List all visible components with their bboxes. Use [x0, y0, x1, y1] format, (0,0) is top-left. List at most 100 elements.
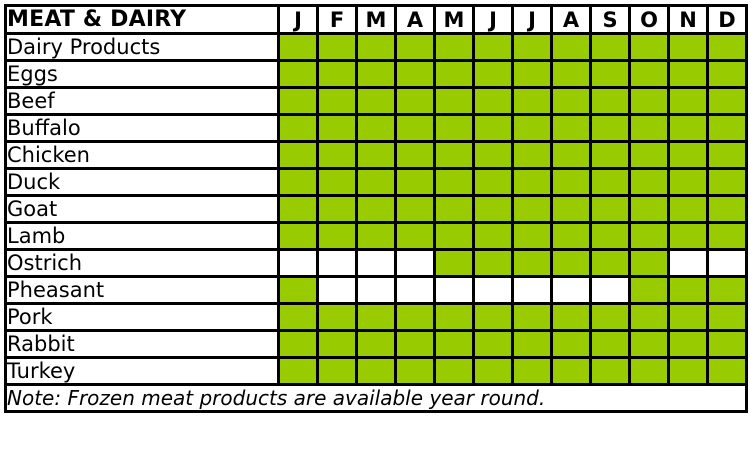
available-cell	[628, 356, 670, 386]
available-cell	[472, 248, 514, 278]
unavailable-cell	[277, 248, 319, 278]
unavailable-cell	[355, 248, 397, 278]
available-cell	[316, 86, 358, 116]
available-cell	[589, 194, 631, 224]
available-cell	[706, 59, 748, 89]
available-cell	[472, 32, 514, 62]
available-cell	[667, 221, 709, 251]
available-cell	[394, 113, 436, 143]
available-cell	[589, 59, 631, 89]
available-cell	[550, 356, 592, 386]
available-cell	[706, 194, 748, 224]
available-cell	[316, 167, 358, 197]
table-row: Turkey	[4, 356, 748, 386]
table-row: Ostrich	[4, 248, 748, 278]
available-cell	[706, 140, 748, 170]
available-cell	[277, 32, 319, 62]
item-name: Buffalo	[4, 113, 280, 143]
available-cell	[355, 59, 397, 89]
month-header: D	[706, 4, 748, 35]
available-cell	[706, 113, 748, 143]
available-cell	[706, 329, 748, 359]
unavailable-cell	[511, 275, 553, 305]
available-cell	[394, 356, 436, 386]
available-cell	[628, 167, 670, 197]
available-cell	[628, 113, 670, 143]
item-name: Dairy Products	[4, 32, 280, 62]
month-header: M	[433, 4, 475, 35]
available-cell	[511, 248, 553, 278]
available-cell	[472, 221, 514, 251]
available-cell	[277, 59, 319, 89]
available-cell	[355, 302, 397, 332]
available-cell	[628, 329, 670, 359]
available-cell	[667, 302, 709, 332]
table-row: Duck	[4, 167, 748, 197]
available-cell	[511, 329, 553, 359]
available-cell	[511, 140, 553, 170]
item-name: Lamb	[4, 221, 280, 251]
unavailable-cell	[394, 275, 436, 305]
month-header: N	[667, 4, 709, 35]
available-cell	[550, 59, 592, 89]
unavailable-cell	[706, 248, 748, 278]
available-cell	[667, 356, 709, 386]
available-cell	[511, 302, 553, 332]
table-row: Goat	[4, 194, 748, 224]
available-cell	[589, 248, 631, 278]
available-cell	[511, 59, 553, 89]
item-name: Duck	[4, 167, 280, 197]
available-cell	[628, 275, 670, 305]
table-row: Eggs	[4, 59, 748, 89]
item-name: Chicken	[4, 140, 280, 170]
note-row: Note: Frozen meat products are available…	[4, 383, 748, 413]
available-cell	[667, 275, 709, 305]
available-cell	[628, 221, 670, 251]
available-cell	[394, 302, 436, 332]
table-row: Beef	[4, 86, 748, 116]
available-cell	[550, 32, 592, 62]
available-cell	[277, 302, 319, 332]
available-cell	[472, 302, 514, 332]
available-cell	[433, 221, 475, 251]
unavailable-cell	[589, 275, 631, 305]
item-name: Turkey	[4, 356, 280, 386]
table-row: Dairy Products	[4, 32, 748, 62]
available-cell	[589, 221, 631, 251]
item-name: Pork	[4, 302, 280, 332]
table-row: Lamb	[4, 221, 748, 251]
available-cell	[394, 221, 436, 251]
available-cell	[472, 59, 514, 89]
item-name: Eggs	[4, 59, 280, 89]
available-cell	[433, 194, 475, 224]
month-header: M	[355, 4, 397, 35]
available-cell	[706, 302, 748, 332]
table-row: Pork	[4, 302, 748, 332]
available-cell	[316, 356, 358, 386]
available-cell	[355, 32, 397, 62]
available-cell	[433, 248, 475, 278]
available-cell	[550, 140, 592, 170]
available-cell	[589, 356, 631, 386]
available-cell	[433, 356, 475, 386]
available-cell	[316, 59, 358, 89]
available-cell	[706, 32, 748, 62]
table-row: Rabbit	[4, 329, 748, 359]
item-name: Ostrich	[4, 248, 280, 278]
month-header: J	[472, 4, 514, 35]
available-cell	[277, 356, 319, 386]
available-cell	[511, 32, 553, 62]
month-header: O	[628, 4, 670, 35]
available-cell	[550, 248, 592, 278]
unavailable-cell	[316, 275, 358, 305]
available-cell	[589, 167, 631, 197]
available-cell	[550, 329, 592, 359]
available-cell	[511, 194, 553, 224]
available-cell	[550, 221, 592, 251]
item-name: Rabbit	[4, 329, 280, 359]
available-cell	[706, 356, 748, 386]
month-header: S	[589, 4, 631, 35]
item-name: Pheasant	[4, 275, 280, 305]
footnote: Note: Frozen meat products are available…	[4, 383, 748, 413]
